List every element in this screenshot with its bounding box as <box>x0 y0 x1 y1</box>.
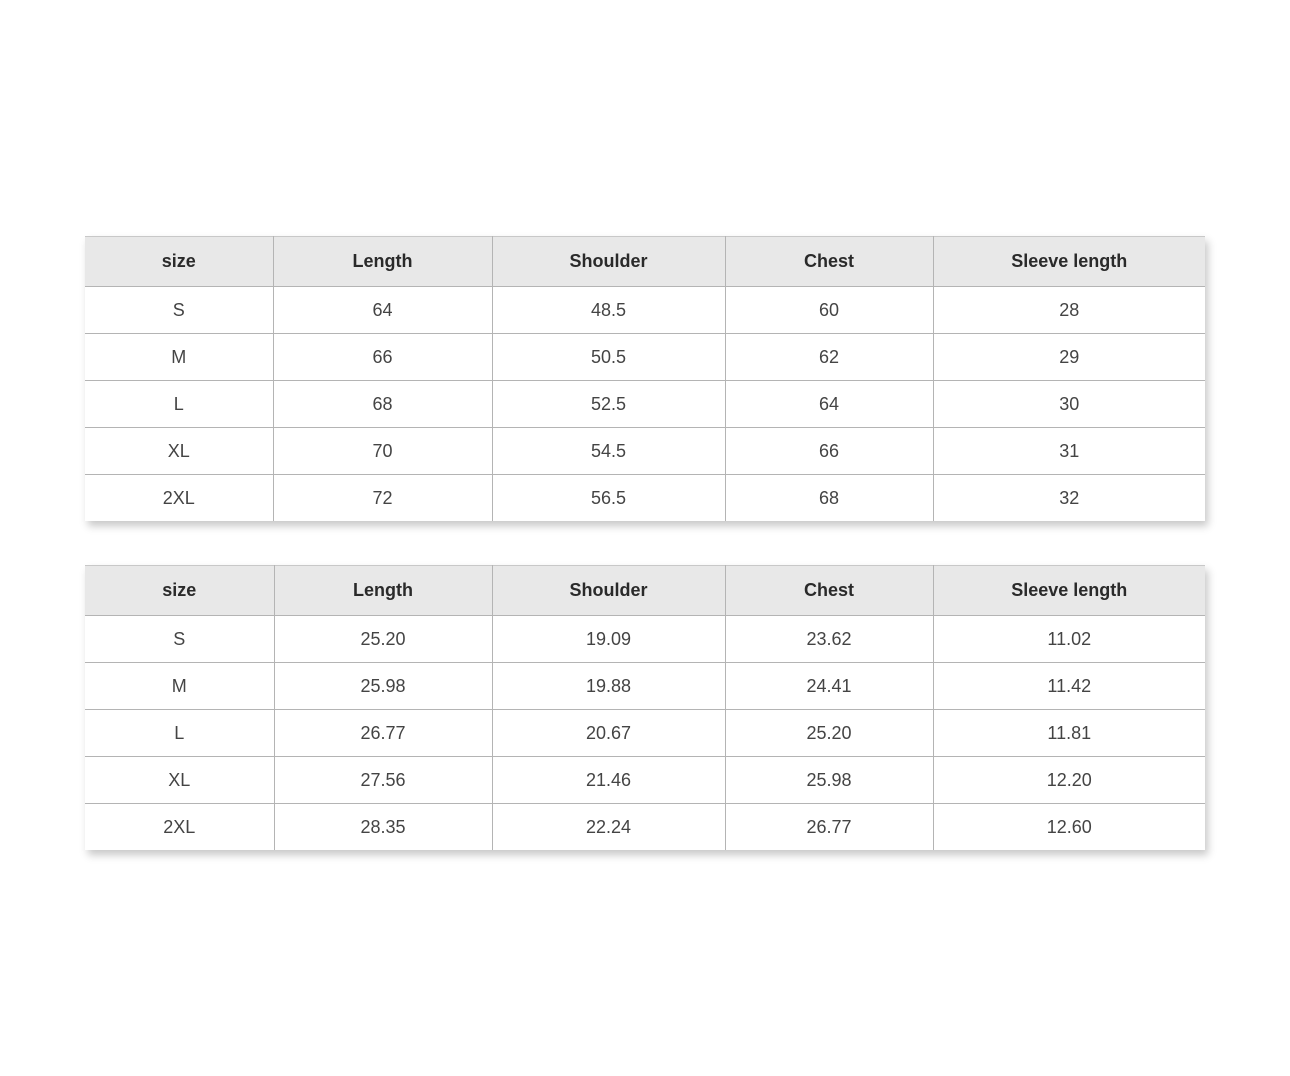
column-header: Shoulder <box>491 565 726 616</box>
size-cell: L <box>85 709 275 757</box>
measurement-cell: 64 <box>272 286 493 334</box>
measurement-cell: 26.77 <box>724 803 934 850</box>
column-header: Chest <box>724 565 934 616</box>
column-header: Length <box>273 565 493 616</box>
table-row: 2XL 72 56.5 68 32 <box>85 474 1205 521</box>
size-cell: XL <box>85 756 275 804</box>
measurement-cell: 32 <box>932 474 1205 521</box>
table-row: XL 70 54.5 66 31 <box>85 427 1205 475</box>
measurement-cell: 68 <box>272 380 493 428</box>
size-cell: M <box>85 333 274 381</box>
measurement-cell: 54.5 <box>491 427 726 475</box>
header-row: size Length Shoulder Chest Sleeve length <box>85 565 1205 616</box>
measurement-cell: 30 <box>932 380 1205 428</box>
measurement-cell: 66 <box>724 427 934 475</box>
measurement-cell: 26.77 <box>273 709 493 757</box>
measurement-cell: 19.09 <box>491 615 726 663</box>
size-cell: S <box>85 615 275 663</box>
table-row: XL 27.56 21.46 25.98 12.20 <box>85 756 1205 804</box>
table-row: M 25.98 19.88 24.41 11.42 <box>85 662 1205 710</box>
size-chart-table-inch: size Length Shoulder Chest Sleeve length S 25.… <box>85 565 1205 850</box>
measurement-cell: 48.5 <box>491 286 726 334</box>
measurement-cell: 56.5 <box>491 474 726 521</box>
measurement-cell: 66 <box>272 333 493 381</box>
column-header: Chest <box>724 236 934 287</box>
measurement-cell: 31 <box>932 427 1205 475</box>
measurement-cell: 25.98 <box>724 756 934 804</box>
measurement-cell: 12.20 <box>932 756 1205 804</box>
column-header: Shoulder <box>491 236 726 287</box>
size-chart-table-cm: size Length Shoulder Chest Sleeve length S 64 4… <box>85 236 1205 521</box>
column-header: Length <box>272 236 493 287</box>
column-header: Sleeve length <box>932 565 1205 616</box>
size-cell: M <box>85 662 275 710</box>
column-header: size <box>85 565 275 616</box>
measurement-cell: 25.20 <box>273 615 493 663</box>
measurement-cell: 21.46 <box>491 756 726 804</box>
measurement-cell: 25.98 <box>273 662 493 710</box>
table-row: S 25.20 19.09 23.62 11.02 <box>85 615 1205 663</box>
measurement-cell: 62 <box>724 333 934 381</box>
measurement-cell: 70 <box>272 427 493 475</box>
measurement-cell: 20.67 <box>491 709 726 757</box>
measurement-cell: 68 <box>724 474 934 521</box>
measurement-cell: 27.56 <box>273 756 493 804</box>
header-row: size Length Shoulder Chest Sleeve length <box>85 236 1205 287</box>
column-header: Sleeve length <box>932 236 1205 287</box>
table-row: M 66 50.5 62 29 <box>85 333 1205 381</box>
measurement-cell: 29 <box>932 333 1205 381</box>
size-cell: S <box>85 286 274 334</box>
measurement-cell: 22.24 <box>491 803 726 850</box>
measurement-cell: 50.5 <box>491 333 726 381</box>
table-row: S 64 48.5 60 28 <box>85 286 1205 334</box>
measurement-cell: 60 <box>724 286 934 334</box>
measurement-cell: 19.88 <box>491 662 726 710</box>
column-header: size <box>85 236 274 287</box>
measurement-cell: 28.35 <box>273 803 493 850</box>
measurement-cell: 64 <box>724 380 934 428</box>
size-cell: XL <box>85 427 274 475</box>
measurement-cell: 72 <box>272 474 493 521</box>
measurement-cell: 12.60 <box>932 803 1205 850</box>
measurement-cell: 28 <box>932 286 1205 334</box>
measurement-cell: 23.62 <box>724 615 934 663</box>
measurement-cell: 52.5 <box>491 380 726 428</box>
measurement-cell: 25.20 <box>724 709 934 757</box>
table-row: L 68 52.5 64 30 <box>85 380 1205 428</box>
table-row: 2XL 28.35 22.24 26.77 12.60 <box>85 803 1205 850</box>
measurement-cell: 11.42 <box>932 662 1205 710</box>
size-cell: L <box>85 380 274 428</box>
measurement-cell: 11.02 <box>932 615 1205 663</box>
measurement-cell: 24.41 <box>724 662 934 710</box>
measurement-cell: 11.81 <box>932 709 1205 757</box>
table-row: L 26.77 20.67 25.20 11.81 <box>85 709 1205 757</box>
size-cell: 2XL <box>85 474 274 521</box>
size-cell: 2XL <box>85 803 275 850</box>
